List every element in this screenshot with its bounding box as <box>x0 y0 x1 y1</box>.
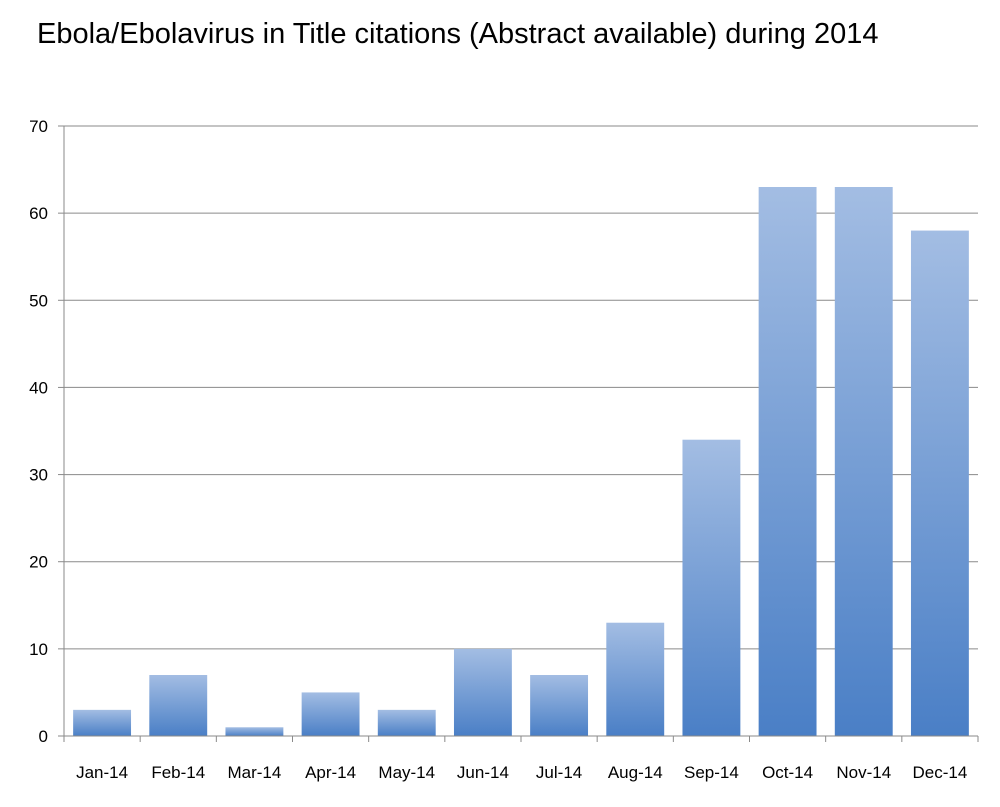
bar-jul-14 <box>530 675 589 736</box>
bar-oct-14 <box>758 187 817 736</box>
bar-jan-14 <box>73 709 132 736</box>
tick-labels: 0 10 20 30 40 50 60 70 Jan-14 Feb-14 Mar-14 Apr-14 M… <box>29 117 967 782</box>
bar-feb-14 <box>149 675 208 736</box>
axes <box>63 126 979 742</box>
x-tick-label: Apr-14 <box>305 763 356 782</box>
x-tick-label: Aug-14 <box>608 763 663 782</box>
y-tick-label: 10 <box>29 640 48 659</box>
x-tick-label: May-14 <box>378 763 435 782</box>
chart-title: Ebola/Ebolavirus in Title citations (Abs… <box>37 18 879 50</box>
bar-apr-14 <box>301 692 360 736</box>
y-tick-label: 20 <box>29 553 48 572</box>
x-tick-label: Nov-14 <box>836 763 891 782</box>
x-tick-label: Jul-14 <box>536 763 582 782</box>
gridlines <box>58 125 978 737</box>
x-tick-label: Oct-14 <box>762 763 813 782</box>
x-tick-label: Feb-14 <box>151 763 205 782</box>
x-tick-label: Sep-14 <box>684 763 739 782</box>
y-tick-label: 40 <box>29 378 48 397</box>
bar-mar-14 <box>225 727 284 736</box>
bar-may-14 <box>377 709 436 736</box>
x-tick-label: Jan-14 <box>76 763 128 782</box>
y-tick-label: 30 <box>29 466 48 485</box>
bar-dec-14 <box>910 230 969 737</box>
bars <box>73 187 969 737</box>
y-tick-label: 50 <box>29 291 48 310</box>
bar-jun-14 <box>453 648 512 736</box>
bar-sep-14 <box>682 439 741 736</box>
y-tick-label: 70 <box>29 117 48 136</box>
bar-nov-14 <box>834 187 893 736</box>
x-tick-label: Jun-14 <box>457 763 509 782</box>
y-tick-label: 60 <box>29 204 48 223</box>
x-tick-label: Dec-14 <box>913 763 968 782</box>
x-tick-label: Mar-14 <box>227 763 281 782</box>
y-tick-label: 0 <box>39 727 48 746</box>
bar-aug-14 <box>606 622 665 736</box>
